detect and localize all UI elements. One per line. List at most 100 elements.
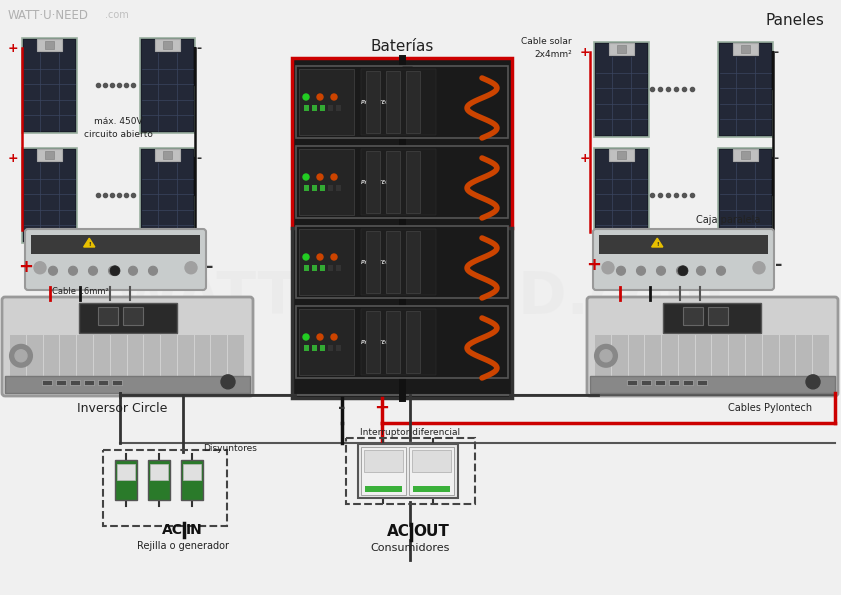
Bar (24, 40, 75, 131)
Circle shape (595, 345, 617, 367)
Bar (8, 379, 247, 390)
Bar (328, 185, 333, 191)
Text: +: + (579, 45, 590, 58)
Bar (718, 42, 773, 137)
Circle shape (221, 375, 235, 389)
Bar (61, 336, 77, 377)
Text: -: - (338, 399, 346, 417)
Polygon shape (652, 238, 663, 247)
Bar (177, 336, 193, 377)
Bar (593, 379, 832, 390)
Bar (741, 45, 750, 53)
Bar (98, 380, 108, 385)
Bar (304, 345, 309, 351)
Bar (720, 150, 771, 241)
Bar (412, 450, 451, 472)
Bar (228, 336, 244, 377)
Bar (741, 151, 750, 159)
Text: Cable 16mm²: Cable 16mm² (52, 287, 108, 296)
Bar (366, 311, 380, 373)
Bar (22, 38, 77, 133)
Bar (733, 43, 758, 55)
Circle shape (149, 266, 157, 275)
Text: Inversor Circle: Inversor Circle (77, 402, 167, 415)
Text: -: - (773, 45, 778, 58)
Bar (296, 226, 508, 298)
Text: +: + (579, 152, 590, 164)
Bar (115, 460, 137, 500)
Circle shape (15, 350, 27, 362)
Text: +: + (374, 399, 389, 417)
Bar (142, 150, 193, 241)
Bar (616, 151, 627, 159)
Bar (336, 105, 341, 111)
Bar (24, 150, 75, 241)
Bar (162, 41, 172, 49)
Text: máx. 450V
circuito abierto: máx. 450V circuito abierto (83, 117, 152, 139)
Text: Paneles: Paneles (765, 12, 824, 27)
Text: !: ! (656, 242, 659, 246)
Bar (320, 345, 325, 351)
Bar (683, 380, 693, 385)
Text: IN: IN (186, 523, 203, 537)
Text: Disyuntores: Disyuntores (203, 443, 257, 453)
Bar (183, 464, 201, 480)
Bar (664, 303, 761, 333)
Bar (37, 39, 62, 51)
Bar (708, 307, 728, 325)
Bar (406, 311, 420, 373)
Bar (123, 307, 143, 325)
Text: Rejilla o generador: Rejilla o generador (137, 541, 229, 551)
Bar (78, 303, 177, 333)
Text: !: ! (88, 242, 91, 246)
Circle shape (34, 262, 46, 274)
Bar (312, 345, 317, 351)
Circle shape (303, 94, 309, 100)
Bar (720, 44, 771, 135)
Bar (336, 265, 341, 271)
Bar (181, 460, 203, 500)
Text: +: + (8, 42, 18, 55)
Bar (386, 71, 400, 133)
Bar (299, 309, 354, 375)
Bar (22, 148, 77, 243)
Bar (590, 376, 835, 393)
Bar (746, 336, 762, 377)
Circle shape (676, 266, 685, 275)
Circle shape (616, 266, 626, 275)
Text: —: — (401, 61, 413, 71)
Bar (386, 231, 400, 293)
Circle shape (317, 254, 323, 260)
Bar (679, 336, 695, 377)
Bar (406, 151, 420, 213)
Bar (712, 336, 728, 377)
Bar (194, 336, 210, 377)
Bar (117, 464, 135, 480)
FancyBboxPatch shape (2, 297, 253, 396)
Circle shape (185, 262, 197, 274)
Text: PYLONTECH: PYLONTECH (361, 340, 394, 345)
Bar (763, 336, 779, 377)
Bar (365, 486, 402, 492)
Text: +: + (18, 258, 33, 276)
Bar (336, 345, 341, 351)
Circle shape (331, 254, 337, 260)
Bar (336, 185, 341, 191)
Bar (413, 486, 450, 492)
Bar (406, 71, 420, 133)
Bar (140, 148, 195, 243)
Circle shape (88, 266, 98, 275)
Circle shape (602, 262, 614, 274)
Bar (361, 229, 436, 295)
Text: AC: AC (387, 525, 410, 540)
Circle shape (753, 262, 765, 274)
Bar (44, 336, 60, 377)
Bar (611, 336, 627, 377)
Circle shape (303, 334, 309, 340)
Text: -: - (775, 256, 782, 274)
Bar (628, 336, 644, 377)
Bar (328, 345, 333, 351)
Text: -: - (206, 258, 214, 276)
Circle shape (317, 174, 323, 180)
Bar (45, 41, 55, 49)
